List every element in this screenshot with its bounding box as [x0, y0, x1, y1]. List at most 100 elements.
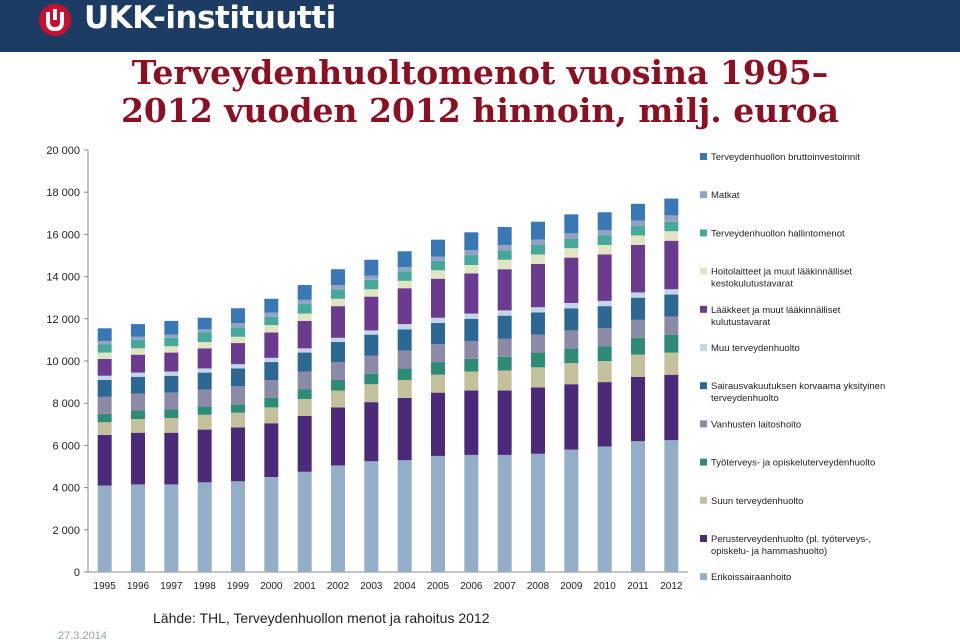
- bar-segment: [497, 454, 512, 572]
- bar-segment: [497, 227, 512, 245]
- bar-segment: [164, 484, 179, 572]
- bar-segment: [631, 220, 645, 226]
- bar-segment: [97, 358, 112, 376]
- y-tick-label: 6 000: [52, 440, 80, 452]
- legend-swatch: [700, 267, 707, 275]
- bar-segment: [164, 334, 179, 338]
- bar-segment: [597, 212, 612, 231]
- logo-text: UKK-instituutti: [84, 0, 336, 36]
- legend-swatch: [700, 573, 707, 581]
- bar-segment: [397, 460, 412, 572]
- slide-title-line1: Terveydenhuoltomenot vuosina 1995–: [131, 53, 829, 92]
- y-tick-label: 10 000: [46, 356, 80, 368]
- bar-segment: [397, 251, 412, 268]
- y-tick-label: 8 000: [52, 398, 80, 410]
- bar-segment: [197, 482, 212, 572]
- bar-segment: [131, 336, 145, 340]
- bar-segment: [164, 320, 179, 335]
- bar-segment: [664, 374, 679, 441]
- bar-segment: [331, 285, 345, 290]
- bar-segment: [197, 317, 212, 330]
- bar-segment: [564, 384, 579, 450]
- bar-segment: [364, 296, 379, 331]
- bar-segment: [397, 267, 412, 272]
- bar-segment: [131, 432, 145, 485]
- bar-segment: [264, 325, 279, 333]
- bar-segment: [331, 362, 345, 380]
- bar-segment: [231, 364, 245, 369]
- legend-swatch: [700, 153, 707, 160]
- bar-segment: [597, 244, 612, 255]
- bar-segment: [97, 422, 112, 435]
- bar-segment: [97, 379, 112, 397]
- bar-segment: [264, 397, 279, 408]
- bar-segment: [297, 320, 312, 349]
- bar-segment: [297, 352, 312, 372]
- bar-segment: [97, 413, 112, 423]
- x-tick-label: 2010: [594, 581, 617, 592]
- x-tick-label: 2002: [327, 581, 350, 592]
- x-tick-label: 2007: [494, 581, 517, 592]
- x-tick-label: 1997: [160, 581, 183, 592]
- bar-segment: [331, 465, 345, 572]
- bar-segment: [431, 392, 445, 456]
- bar-segment: [564, 248, 579, 258]
- bar-segment: [497, 356, 512, 371]
- bar-segment: [364, 259, 379, 276]
- bar-segment: [231, 336, 245, 344]
- bar-segment: [231, 481, 245, 572]
- legend-swatch: [700, 191, 707, 199]
- bar-segment: [497, 315, 512, 339]
- bar-segment: [197, 332, 212, 343]
- bar-segment: [631, 235, 645, 245]
- bar-segment: [531, 387, 545, 454]
- y-tick-label: 0: [74, 567, 80, 579]
- bar-segment: [297, 389, 312, 399]
- legend-label: Hoitolaitteet ja muut lääkinnälliset kest…: [711, 267, 852, 290]
- bar-segment: [131, 410, 145, 420]
- bar-segment: [231, 412, 245, 428]
- y-tick-label: 2 000: [52, 525, 80, 537]
- bar-segment: [197, 406, 212, 415]
- bar-segment: [164, 371, 179, 376]
- bar-segment: [97, 396, 112, 414]
- x-tick-label: 1999: [227, 581, 250, 592]
- y-tick-label: 20 000: [46, 145, 80, 157]
- bar-segment: [597, 346, 612, 361]
- bar-segment: [431, 239, 445, 257]
- bar-segment: [464, 371, 479, 391]
- bar-segment: [131, 376, 145, 394]
- bar-segment: [164, 346, 179, 353]
- bar-segment: [597, 230, 612, 236]
- bar-segment: [664, 316, 679, 335]
- bar-segment: [597, 361, 612, 383]
- bar-segment: [631, 244, 645, 293]
- bar-segment: [331, 390, 345, 408]
- bar-segment: [331, 407, 345, 466]
- x-tick-label: 2008: [527, 581, 550, 592]
- y-tick-label: 14 000: [46, 272, 80, 284]
- legend-label: Lääkkeet ja muut lääkinnälliset kulutusta…: [711, 305, 841, 328]
- bar-segment: [197, 414, 212, 430]
- bar-segment: [297, 348, 312, 353]
- bar-segment: [97, 375, 112, 380]
- bar-segment: [464, 390, 479, 455]
- legend-swatch: [700, 229, 707, 237]
- bar-segment: [631, 319, 645, 338]
- header-bar: UKK-instituutti: [0, 0, 960, 52]
- legend-label: Vanhusten laitoshoito: [711, 419, 801, 430]
- x-tick-label: 2001: [294, 581, 317, 592]
- bar-segment: [397, 397, 412, 461]
- bar-segment: [264, 362, 279, 380]
- bar-segment: [531, 221, 545, 240]
- bar-segment: [531, 352, 545, 368]
- bar-segment: [97, 328, 112, 341]
- bar-segment: [364, 289, 379, 297]
- bar-segment: [631, 203, 645, 221]
- bar-segment: [97, 340, 112, 345]
- bar-segment: [297, 371, 312, 390]
- legend-swatch: [700, 382, 707, 390]
- bar-segment: [397, 368, 412, 380]
- bar-segment: [531, 307, 545, 313]
- bar-segment: [464, 264, 479, 274]
